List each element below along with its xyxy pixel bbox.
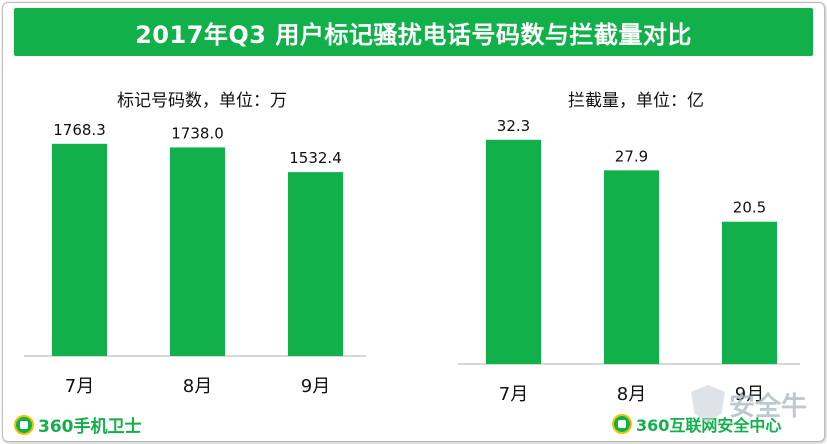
logo-text: 360互联网安全中心 <box>636 416 782 435</box>
page-title: 2017年Q3 用户标记骚扰电话号码数与拦截量对比 <box>14 8 813 56</box>
chart-panel-marked-numbers: 标记号码数，单位：万 1768.3 7月 1738.0 8月 1532.4 9月 <box>22 84 382 414</box>
watermark: 安全牛 <box>691 374 811 434</box>
bar-1 <box>52 143 107 356</box>
x-tick-label: 7月 <box>499 384 528 405</box>
shield-icon <box>691 385 725 423</box>
data-label: 1768.3 <box>53 121 106 139</box>
logo-360-mobile-guard: 360手机卫士 <box>14 412 142 437</box>
bar-chart-svg: 1768.3 7月 1738.0 8月 1532.4 9月 <box>24 121 366 397</box>
x-tick-label: 8月 <box>183 376 212 397</box>
logo-text: 360手机卫士 <box>38 417 142 437</box>
x-tick-label: 8月 <box>617 384 646 405</box>
x-tick-label: 7月 <box>65 376 94 397</box>
bar-2 <box>604 170 659 364</box>
data-label: 1738.0 <box>171 124 224 142</box>
chart-title: 标记号码数，单位：万 <box>117 91 287 111</box>
bar-3 <box>288 172 343 356</box>
bar-3 <box>722 221 777 364</box>
data-label: 1532.4 <box>289 149 342 167</box>
x-tick-label: 9月 <box>735 384 764 405</box>
data-label: 20.5 <box>733 199 766 217</box>
shield-plus-icon <box>612 414 632 434</box>
logo-360-security-center: 360互联网安全中心 <box>612 412 781 436</box>
data-label: 32.3 <box>497 117 530 135</box>
data-label: 27.9 <box>615 147 648 165</box>
chart-panel-intercepts: 拦截量，单位：亿 32.3 7月 27.9 8月 20.5 9月 <box>456 84 816 414</box>
shield-plus-icon <box>14 414 34 435</box>
bar-1 <box>486 139 541 364</box>
watermark-text: 安全牛 <box>729 391 808 422</box>
chart-title: 拦截量，单位：亿 <box>568 91 704 111</box>
x-tick-label: 9月 <box>301 376 330 397</box>
bar-chart-svg: 32.3 7月 27.9 8月 20.5 9月 <box>458 117 800 405</box>
bar-2 <box>170 147 225 356</box>
